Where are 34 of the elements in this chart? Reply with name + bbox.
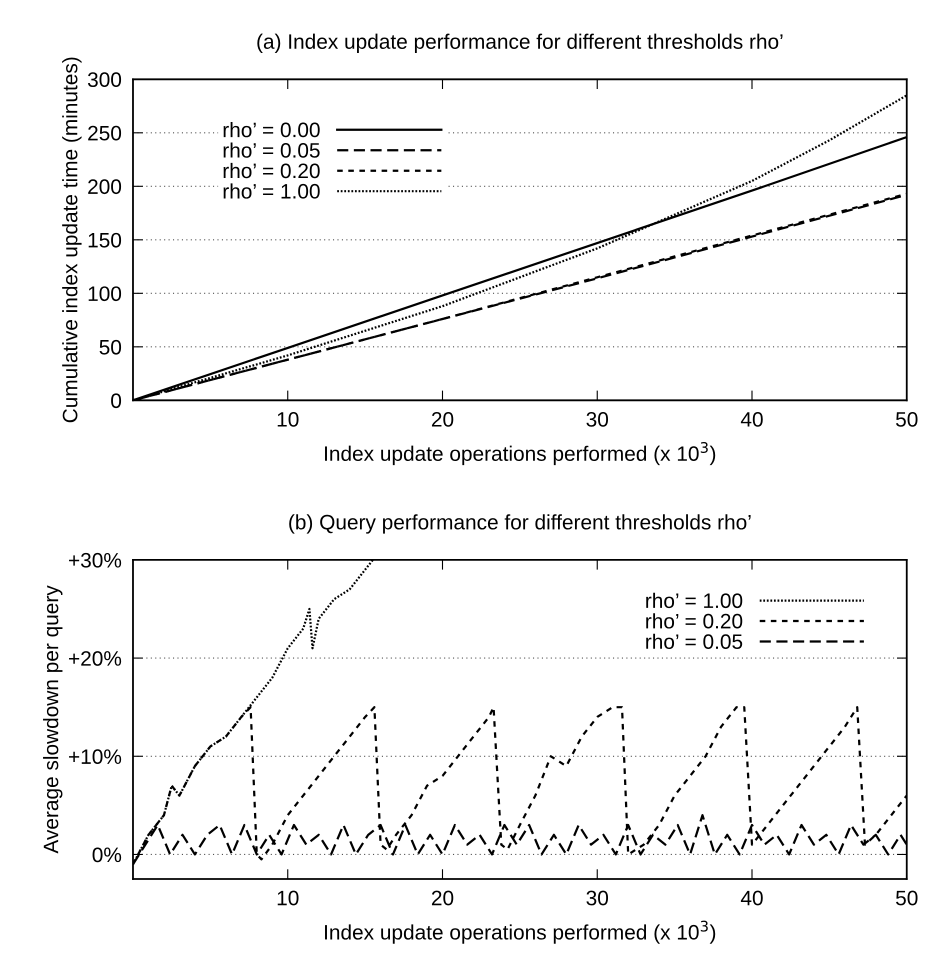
x-tick-label: 20 <box>432 412 454 427</box>
x-tick-label: 10 <box>278 890 299 906</box>
x-tick-label: 20 <box>432 890 454 906</box>
y-tick-label: 150 <box>88 232 122 248</box>
x-tick-label: 50 <box>896 412 918 427</box>
y-tick-label: 250 <box>88 126 122 141</box>
y-tick-label: 0 <box>111 393 122 408</box>
x-tick-label: 50 <box>896 890 918 906</box>
y-axis-title: Cumulative index update time (minutes) <box>62 58 82 422</box>
legend-label: rho’ = 0.00 <box>224 122 320 138</box>
chart-title: (a) Index update performance for different thresholds rho’ <box>257 34 782 54</box>
legend-label: rho’ = 0.20 <box>224 162 320 178</box>
legend-label: rho’ = 0.05 <box>224 142 320 158</box>
x-axis-title: Index update operations performed (x 10$^{3}$) <box>325 442 716 466</box>
legend-label: rho’ = 1.00 <box>224 183 320 199</box>
legend-label: rho’ = 0.20 <box>646 613 742 629</box>
x-tick-label: 30 <box>586 412 608 427</box>
x-tick-label: 40 <box>740 890 763 906</box>
legend-label: rho’ = 0.05 <box>646 634 742 650</box>
x-tick-label: 10 <box>278 412 299 427</box>
y-axis-title: Average slowdown per query <box>43 585 62 854</box>
y-tick-label: +10% <box>69 749 122 764</box>
x-tick-label: 40 <box>740 412 763 427</box>
legend-label: rho’ = 1.00 <box>646 592 742 608</box>
x-tick-label: 30 <box>586 890 608 906</box>
x-axis-title: Index update operations performed (x 10$^{3}$) <box>325 920 716 944</box>
y-tick-label: 50 <box>100 340 122 355</box>
y-tick-label: +30% <box>69 552 122 568</box>
chart-title: (b) Query performance for different thresholds rho’ <box>289 514 751 534</box>
y-tick-label: 300 <box>88 72 122 88</box>
y-tick-label: 200 <box>88 179 122 194</box>
y-tick-label: +20% <box>69 651 122 666</box>
y-tick-label: 0% <box>92 847 122 862</box>
y-tick-label: 100 <box>88 286 122 302</box>
